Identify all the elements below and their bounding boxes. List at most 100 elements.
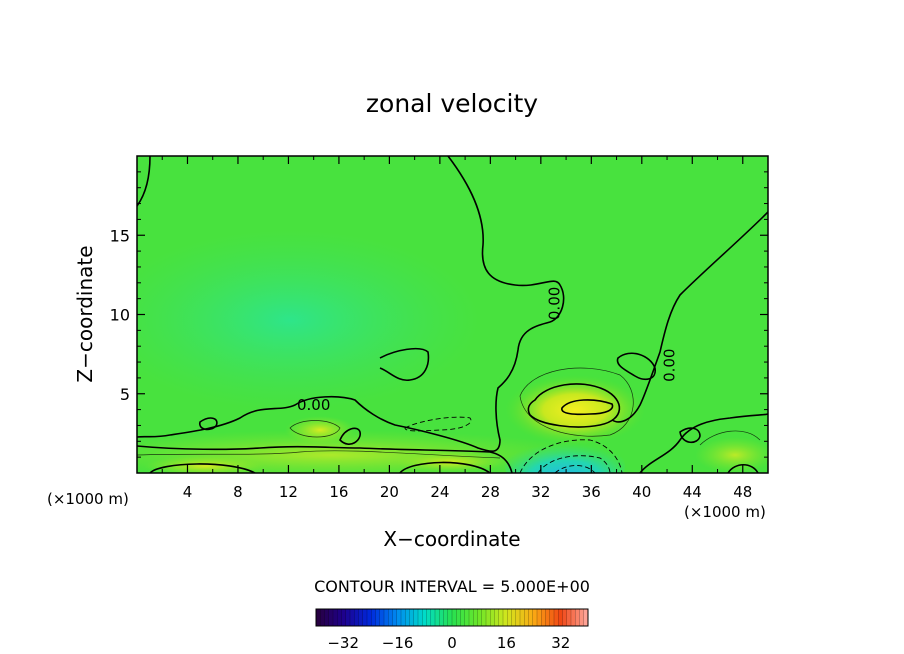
colorbar-swatch	[345, 609, 351, 626]
colorbar-swatch	[422, 609, 427, 626]
contour-zero-right	[611, 211, 768, 423]
colorbar-swatch	[583, 609, 589, 626]
colorbar-swatch	[490, 609, 495, 626]
contour-zero-lower-right	[639, 413, 768, 473]
colorbar-swatch	[409, 609, 415, 626]
x-unit-left: (×1000 m)	[47, 490, 129, 508]
contour-labels: 0.00 0.00 0.00	[297, 287, 679, 414]
colorbar-swatch	[566, 609, 572, 626]
colorbar-tick-label: 0	[447, 634, 457, 652]
contour-min-center	[399, 461, 491, 473]
colorbar-swatch	[384, 609, 389, 626]
colorbar-tick-label: 16	[497, 634, 516, 652]
contour-max36-outer	[527, 383, 621, 428]
colorbar-swatch	[537, 609, 542, 626]
colorbar-swatch	[367, 609, 372, 626]
colorbar-swatch	[477, 609, 483, 626]
contour-small-4	[616, 352, 656, 381]
colorbar-swatch	[507, 609, 512, 626]
x-tick-label: 12	[279, 483, 298, 501]
contour-label: 0.00	[546, 287, 564, 320]
colorbar-swatch	[469, 609, 474, 626]
colorbar-swatch	[401, 609, 406, 626]
colorbar-swatch	[549, 609, 555, 626]
field-region-shear-left	[285, 416, 355, 444]
y-axis-label: Z−coordinate	[73, 245, 97, 382]
colorbar-swatch	[435, 609, 440, 626]
colorbar-swatch	[320, 609, 325, 626]
colorbar-swatch	[447, 609, 453, 626]
contour-neg-2	[519, 439, 623, 473]
colorbar-swatch	[481, 609, 487, 626]
x-tick-label: 16	[329, 483, 348, 501]
colorbar-swatch	[532, 609, 538, 626]
contour-neg-1	[404, 416, 472, 432]
colorbar-swatch	[473, 609, 478, 626]
colorbar-swatch	[405, 609, 410, 626]
contour-lines-thin	[137, 367, 761, 459]
colorbar-tick-label: −16	[382, 634, 414, 652]
contour-thin-2	[519, 367, 634, 437]
x-tick-label: 48	[733, 483, 752, 501]
x-tick-label: 20	[380, 483, 399, 501]
colorbar-tick-label: 32	[551, 634, 570, 652]
colorbar-swatch	[375, 609, 381, 626]
colorbar-swatch	[337, 609, 342, 626]
colorbar	[315, 608, 589, 627]
contour-min-left	[149, 463, 256, 473]
contour-max36-inner	[561, 399, 614, 416]
contour-small-2	[339, 427, 361, 445]
contour-small-3	[379, 347, 430, 382]
colorbar-swatch	[396, 609, 402, 626]
colorbar-swatch	[452, 609, 457, 626]
contour-zero-lower-band	[137, 445, 513, 473]
contour-neg-3	[537, 455, 611, 473]
colorbar-swatch	[571, 609, 576, 626]
contour-interval-text: CONTOUR INTERVAL = 5.000E+00	[314, 577, 590, 596]
colorbar-swatch	[430, 609, 436, 626]
colorbar-swatch	[541, 609, 546, 626]
contour-small-5	[679, 427, 701, 444]
colorbar-swatch	[575, 609, 580, 626]
contour-lines-negative	[404, 416, 623, 473]
x-tick-label: 24	[430, 483, 449, 501]
colorbar-swatch	[316, 609, 321, 626]
x-axis: 4 8 12 16 20 24 28 32 36 40 44 48	[161, 156, 752, 501]
colorbar-swatch	[558, 609, 563, 626]
x-tick-label: 8	[233, 483, 243, 501]
contour-zero-central	[137, 156, 565, 452]
colorbar-tick-label: −32	[327, 634, 359, 652]
colorbar-swatch	[371, 609, 376, 626]
x-tick-label: 4	[183, 483, 193, 501]
colorbar-swatch	[498, 609, 504, 626]
colorbar-ticks: −32 −16 0 16 32	[327, 634, 570, 652]
colorbar-swatch	[494, 609, 500, 626]
x-tick-label: 36	[582, 483, 601, 501]
colorbar-swatch	[358, 609, 364, 626]
colorbar-swatch	[324, 609, 330, 626]
colorbar-swatch	[520, 609, 525, 626]
contour-neg-4	[554, 465, 596, 473]
colorbar-swatch	[515, 609, 521, 626]
colorbar-swatch	[464, 609, 470, 626]
colorbar-swatch	[341, 609, 347, 626]
contour-lines	[137, 156, 768, 473]
colorbar-swatch	[333, 609, 338, 626]
field-region-upper-left	[137, 230, 480, 410]
y-tick-label: 15	[110, 226, 130, 245]
colorbar-swatch	[562, 609, 568, 626]
colorbar-swatch	[379, 609, 385, 626]
colorbar-swatch	[503, 609, 508, 626]
x-axis-label: X−coordinate	[383, 527, 520, 551]
contour-thin-3	[289, 420, 341, 438]
colorbar-swatch	[456, 609, 461, 626]
x-tick-label: 44	[683, 483, 702, 501]
colorbar-swatch	[511, 609, 517, 626]
x-tick-label: 32	[531, 483, 550, 501]
colorbar-swatch	[439, 609, 444, 626]
colorbar-swatch	[392, 609, 398, 626]
contour-label: 0.00	[661, 349, 679, 382]
y-tick-label: 10	[110, 306, 130, 325]
x-tick-label: 28	[481, 483, 500, 501]
